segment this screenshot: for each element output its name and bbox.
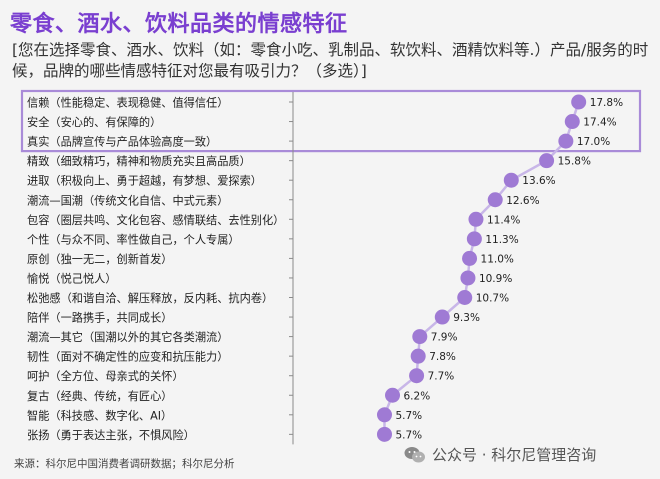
- category-label: 真实（品牌宣传与产品体验高度一致）: [27, 135, 217, 149]
- watermark: 公众号 · 科尔尼管理咨询: [404, 444, 596, 465]
- category-label: 韧性（面对不确定性的应变和抗压能力）: [27, 350, 228, 364]
- category-label: 松弛感（和谐自洽、解压释放，反内耗、抗内卷）: [27, 291, 273, 305]
- category-label: 进取（积极向上、勇于超越，有梦想、爱探索）: [27, 174, 262, 188]
- category-label: 潮流—其它（国潮以外的其它各类潮流）: [27, 330, 228, 344]
- data-label: 5.7%: [395, 429, 422, 441]
- data-label: 10.9%: [479, 273, 512, 285]
- data-point: [539, 153, 555, 169]
- category-label: 陪伴（一路携手，共同成长）: [27, 311, 172, 325]
- data-label: 17.4%: [583, 117, 616, 129]
- data-point: [385, 387, 401, 403]
- category-label: 呵护（全方位、母亲式的关怀）: [27, 369, 184, 383]
- data-point: [410, 348, 426, 364]
- category-label: 个性（与众不同、率性做自己，个人专属）: [27, 232, 240, 246]
- data-point: [376, 407, 392, 423]
- data-label: 7.9%: [431, 332, 458, 344]
- watermark-text: 公众号 · 科尔尼管理咨询: [432, 446, 597, 464]
- data-point: [462, 250, 478, 266]
- data-label: 7.7%: [428, 371, 455, 383]
- data-label: 17.0%: [577, 136, 610, 148]
- data-point: [468, 211, 484, 227]
- data-point: [466, 231, 482, 247]
- data-label: 6.2%: [404, 390, 431, 402]
- data-label: 13.6%: [522, 175, 555, 187]
- data-point: [434, 309, 450, 325]
- data-label: 5.7%: [395, 410, 422, 422]
- data-point: [503, 172, 519, 188]
- category-label: 原创（独一无二，创新首发）: [27, 252, 172, 266]
- data-label: 11.3%: [485, 234, 518, 246]
- category-label: 安全（安心的、有保障的）: [27, 115, 161, 129]
- data-label: 11.4%: [487, 214, 520, 226]
- data-point: [376, 426, 392, 442]
- highlight-box: [20, 89, 642, 153]
- data-point: [409, 368, 425, 384]
- source-note: 来源：科尔尼中国消费者调研数据；科尔尼分析: [14, 458, 235, 470]
- data-point: [412, 329, 428, 345]
- data-point: [457, 290, 473, 305]
- data-label: 9.3%: [453, 312, 480, 324]
- data-label: 15.8%: [558, 156, 591, 168]
- data-label: 11.0%: [481, 253, 514, 265]
- data-point: [487, 192, 503, 208]
- category-label: 张扬（勇于表达主张，不惧风险）: [27, 428, 195, 442]
- data-label: 12.6%: [506, 195, 539, 207]
- category-label: 愉悦（悦己悦人）: [27, 271, 117, 285]
- data-point: [460, 270, 476, 286]
- wechat-icon: [404, 446, 425, 462]
- category-label: 精致（细致精巧，精神和物质充实且高品质）: [27, 154, 251, 168]
- category-label: 潮流—国潮（传统文化自信、中式元素）: [27, 193, 228, 207]
- data-point: [558, 133, 574, 149]
- category-label: 智能（科技感、数字化、AI）: [27, 408, 172, 422]
- category-label: 包容（圈层共鸣、文化包容、感情联结、去性别化）: [27, 213, 284, 227]
- category-label: 复古（经典、传统，有匠心）: [27, 389, 172, 403]
- data-label: 10.7%: [476, 293, 509, 305]
- page-title: 零食、酒水、饮料品类的情感特征: [10, 12, 348, 37]
- survey-question: [您在选择零食、酒水、饮料（如：零食小吃、乳制品、软饮料、酒精饮料等.）产品/服…: [12, 41, 649, 80]
- data-point: [564, 114, 580, 130]
- category-label: 信赖（性能稳定、表现稳健、值得信任）: [27, 96, 228, 110]
- data-point: [571, 94, 587, 110]
- data-label: 7.8%: [429, 351, 456, 363]
- data-label: 17.8%: [590, 97, 623, 109]
